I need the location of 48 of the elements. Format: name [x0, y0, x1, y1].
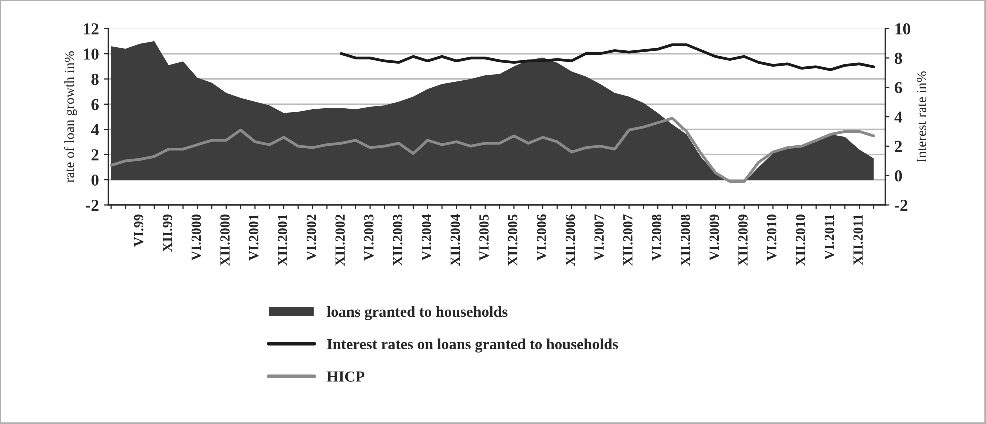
- line-series: [340, 44, 876, 72]
- legend-label: loans granted to households: [327, 306, 508, 320]
- legend-label: HICP: [327, 372, 365, 382]
- x-tick-label: VI.99: [134, 214, 144, 247]
- x-tick-label: VI.2009: [710, 214, 720, 261]
- y2-tick-label: 0: [895, 170, 902, 182]
- y-tick-label: 6: [92, 99, 99, 110]
- y2-axis-title: Interest rate in%: [917, 72, 926, 162]
- x-tick-label: XII.2003: [393, 214, 403, 266]
- x-tick-label: XII.2005: [508, 214, 518, 266]
- line-series: [110, 117, 876, 184]
- y-tick-label: 10: [84, 48, 99, 60]
- y-tick-label: 2: [92, 150, 99, 161]
- x-tick-label: VI.2000: [192, 214, 202, 261]
- y-tick-label: 0: [92, 174, 99, 186]
- x-tick-label: XII.2004: [450, 214, 460, 266]
- y2-tick-label: 4: [894, 112, 902, 123]
- x-tick-label: XII.99: [163, 214, 172, 252]
- legend-label: Interest rates on loans granted to households: [327, 338, 618, 353]
- y2-tick-label: 6: [895, 82, 902, 94]
- x-tick-label: XII.2000: [220, 214, 230, 266]
- x-tick-label: VI.2005: [480, 214, 489, 261]
- x-tick-label: VI.2006: [537, 214, 547, 261]
- y2-tick-label: 10: [896, 24, 910, 35]
- y-tick-label: 12: [84, 24, 99, 35]
- y-tick-label: 8: [92, 74, 99, 86]
- x-tick-label: VI.2007: [594, 214, 604, 261]
- x-tick-label: XII.2006: [566, 214, 576, 266]
- x-tick-label: XII.2008: [680, 214, 690, 266]
- y-tick-label: 4: [91, 124, 100, 136]
- x-tick-label: VI.2002: [306, 214, 316, 261]
- y-tick-label: -2: [86, 200, 99, 211]
- x-tick-label: XII.2010: [796, 214, 806, 266]
- x-tick-label: VI.2003: [364, 214, 374, 261]
- y2-tick-label: 2: [895, 141, 902, 152]
- y2-tick-label: -2: [895, 200, 908, 211]
- x-tick-label: XII.2011: [854, 214, 864, 266]
- x-tick-label: XII.2001: [278, 214, 288, 266]
- y2-tick-label: 8: [895, 52, 902, 64]
- y-axis-title: rate of loan growth in%: [64, 52, 78, 183]
- x-tick-label: VI.2008: [652, 214, 662, 261]
- x-tick-label: VI.2004: [422, 214, 432, 261]
- x-tick-label: VI.2001: [249, 214, 259, 261]
- x-tick-label: XII.2007: [623, 214, 633, 266]
- x-tick-label: VI.2010: [767, 214, 777, 261]
- x-tick-label: XII.2002: [336, 214, 346, 266]
- x-tick-label: XII.2009: [738, 214, 748, 266]
- x-tick-label: VI.2011: [824, 214, 834, 260]
